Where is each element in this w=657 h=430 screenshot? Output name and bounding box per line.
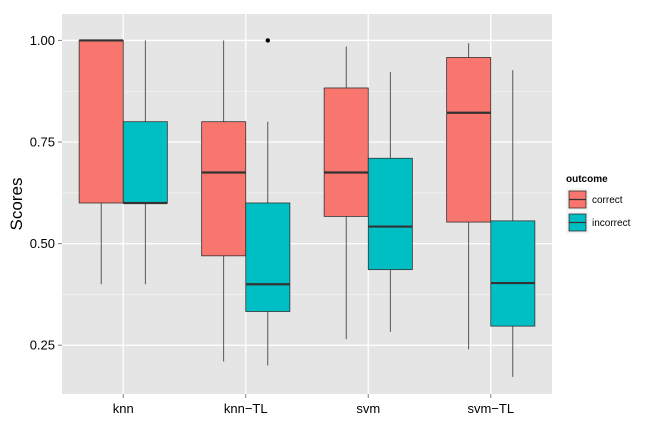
legend-label: incorrect	[592, 218, 631, 229]
x-tick-label: svm−TL	[467, 401, 514, 416]
box-correct-0	[78, 39, 124, 285]
box-iqr	[78, 40, 124, 204]
box-iqr	[446, 57, 492, 223]
legend-item-incorrect: incorrect	[565, 210, 631, 235]
box-incorrect-1	[245, 38, 291, 366]
box-incorrect-3	[490, 70, 536, 377]
x-tick-label: svm	[356, 401, 380, 416]
y-tick-label: 0.75	[30, 135, 55, 150]
legend-title: outcome	[566, 174, 608, 185]
box-correct-2	[323, 46, 369, 340]
box-incorrect-0	[122, 40, 168, 285]
box-iqr	[201, 121, 247, 257]
y-tick-label: 0.25	[30, 338, 55, 353]
legend-item-correct: correct	[565, 187, 623, 212]
legend-label: correct	[592, 195, 623, 206]
legend: outcome correct incorrect	[565, 174, 631, 235]
outlier-point	[265, 38, 270, 43]
x-axis: knn knn−TL svm svm−TL	[113, 394, 514, 416]
legend-items: correct incorrect	[565, 187, 631, 235]
y-axis-label: Scores	[7, 178, 26, 231]
box-incorrect-2	[367, 72, 413, 332]
box-iqr	[122, 121, 168, 204]
box-iqr	[367, 157, 413, 271]
x-tick-label: knn	[113, 401, 134, 416]
x-tick-label: knn−TL	[224, 401, 268, 416]
y-tick-label: 0.50	[30, 236, 55, 251]
box-correct-3	[446, 43, 492, 350]
box-iqr	[323, 87, 369, 217]
box-iqr	[490, 220, 536, 327]
box-layer	[78, 38, 536, 377]
y-tick-label: 1.00	[30, 33, 55, 48]
y-axis: 0.25 0.50 0.75 1.00	[30, 33, 62, 353]
box-correct-1	[201, 40, 247, 362]
box-iqr	[245, 202, 291, 312]
